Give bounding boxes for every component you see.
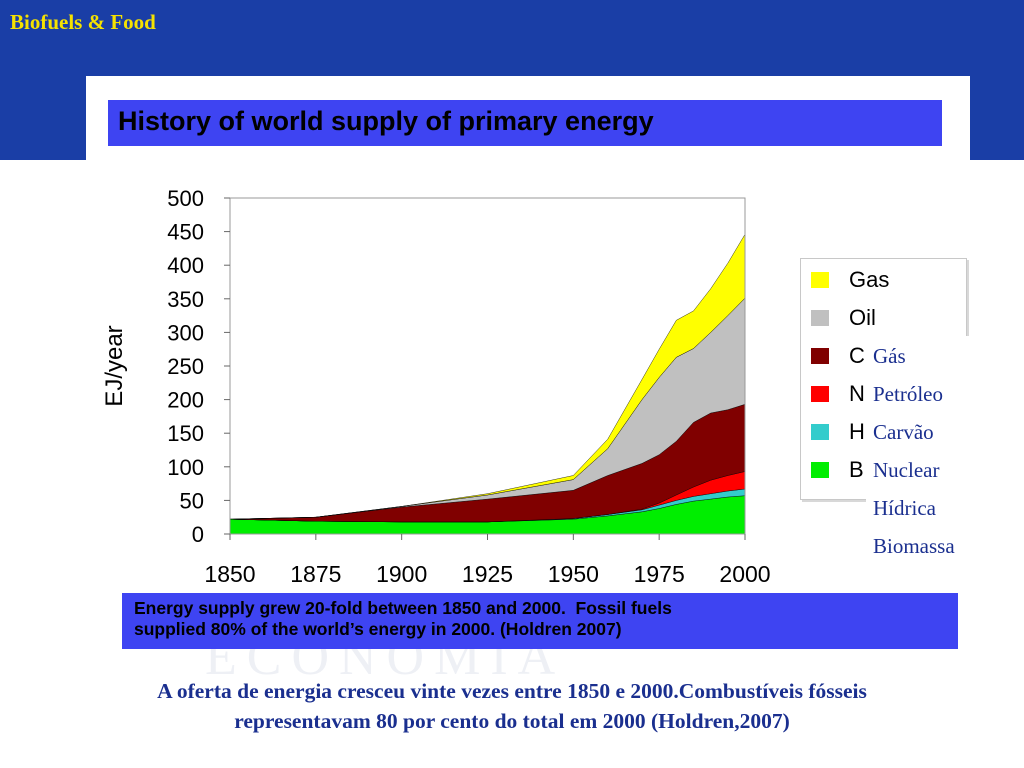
figure-caption: Energy supply grew 20-fold between 1850 … [134, 598, 934, 640]
legend-swatch-nuclear [811, 386, 829, 402]
x-tick-label: 1925 [462, 561, 513, 587]
legend-label-biomass: B [849, 457, 864, 482]
y-tick-label: 100 [167, 455, 204, 480]
pt-label-gas: Gás [873, 344, 906, 368]
y-axis-label: EJ/year [101, 325, 128, 406]
y-tick-label: 450 [167, 220, 204, 245]
figure-title-box [108, 100, 942, 146]
x-tick-label: 1900 [376, 561, 427, 587]
legend-label-coal: C [849, 343, 865, 368]
figure-caption-box [122, 593, 958, 649]
y-tick-label: 350 [167, 287, 204, 312]
y-tick-label: 500 [167, 186, 204, 211]
legend-swatch-coal [811, 348, 829, 364]
y-tick-label: 300 [167, 320, 204, 345]
x-tick-label: 1850 [204, 561, 255, 587]
portuguese-caption-line-2: representavam 80 por cento do total em 2… [234, 709, 790, 733]
portuguese-caption: A oferta de energia cresceu vinte vezes … [0, 676, 1024, 736]
x-tick-label: 2000 [719, 561, 770, 587]
pt-label-biomass: Biomassa [873, 534, 955, 558]
pt-label-coal: Carvão [873, 420, 934, 444]
slide-title: Biofuels & Food [10, 10, 156, 34]
y-tick-label: 0 [192, 522, 204, 547]
y-tick-label: 150 [167, 421, 204, 446]
pt-label-nuclear: Nuclear [873, 458, 940, 482]
y-tick-label: 400 [167, 253, 204, 278]
legend-label-hydro: H [849, 419, 865, 444]
legend-swatch-gas [811, 272, 829, 288]
legend-label-oil: Oil [849, 305, 876, 330]
pt-label-oil: Petróleo [873, 382, 943, 406]
legend-label-gas: Gas [849, 267, 890, 292]
portuguese-caption-line-1: A oferta de energia cresceu vinte vezes … [157, 679, 867, 703]
legend-swatch-biomass [811, 462, 829, 478]
portuguese-labels-panel [866, 336, 984, 568]
legend-swatch-oil [811, 310, 829, 326]
legend-swatch-hydro [811, 424, 829, 440]
legend-label-nuclear: N [849, 381, 865, 406]
y-tick-label: 250 [167, 354, 204, 379]
x-tick-label: 1975 [634, 561, 685, 587]
y-tick-label: 50 [180, 488, 204, 513]
figure-title: History of world supply of primary energ… [118, 106, 654, 136]
x-tick-label: 1950 [548, 561, 599, 587]
figure-caption-line-1: Energy supply grew 20-fold between 1850 … [134, 598, 672, 618]
pt-label-hydro: Hídrica [873, 496, 936, 520]
y-tick-label: 200 [167, 388, 204, 413]
x-tick-label: 1875 [290, 561, 341, 587]
figure-caption-line-2: supplied 80% of the world’s energy in 20… [134, 619, 622, 639]
